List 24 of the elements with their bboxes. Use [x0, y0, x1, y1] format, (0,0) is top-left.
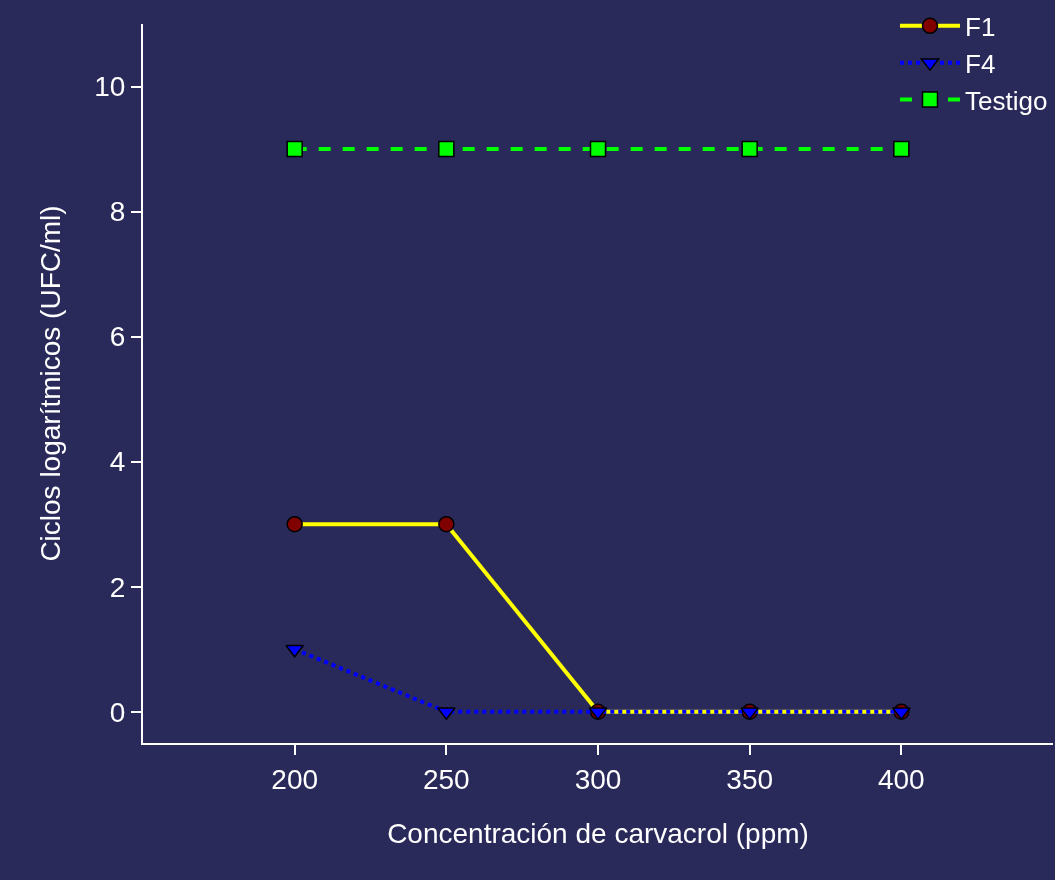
legend-label: Testigo — [965, 85, 1048, 116]
y-tick-label: 10 — [94, 71, 126, 103]
point — [286, 515, 303, 533]
y-tick-label: 0 — [109, 696, 126, 728]
point — [438, 140, 455, 158]
y-tick-label: 6 — [109, 321, 126, 353]
x-tick-label: 250 — [422, 763, 470, 795]
legend-label: F1 — [965, 11, 996, 42]
x-tick-label: 350 — [726, 763, 774, 795]
y-tick-label: 4 — [109, 446, 126, 478]
point — [893, 140, 910, 158]
legend-label: F4 — [965, 48, 996, 79]
point — [286, 140, 303, 158]
point — [741, 140, 758, 158]
x-tick-label: 300 — [574, 763, 622, 795]
x-axis-title: Concentración de carvacrol (ppm) — [387, 818, 809, 850]
y-axis-title: Ciclos logarítmicos (UFC/ml) — [35, 205, 67, 562]
y-tick-label: 2 — [109, 571, 126, 603]
y-tick-label: 8 — [109, 196, 126, 228]
point — [438, 515, 455, 533]
x-tick-label: 200 — [271, 763, 319, 795]
x-tick-label: 400 — [877, 763, 925, 795]
point — [589, 140, 607, 158]
point — [285, 644, 305, 658]
